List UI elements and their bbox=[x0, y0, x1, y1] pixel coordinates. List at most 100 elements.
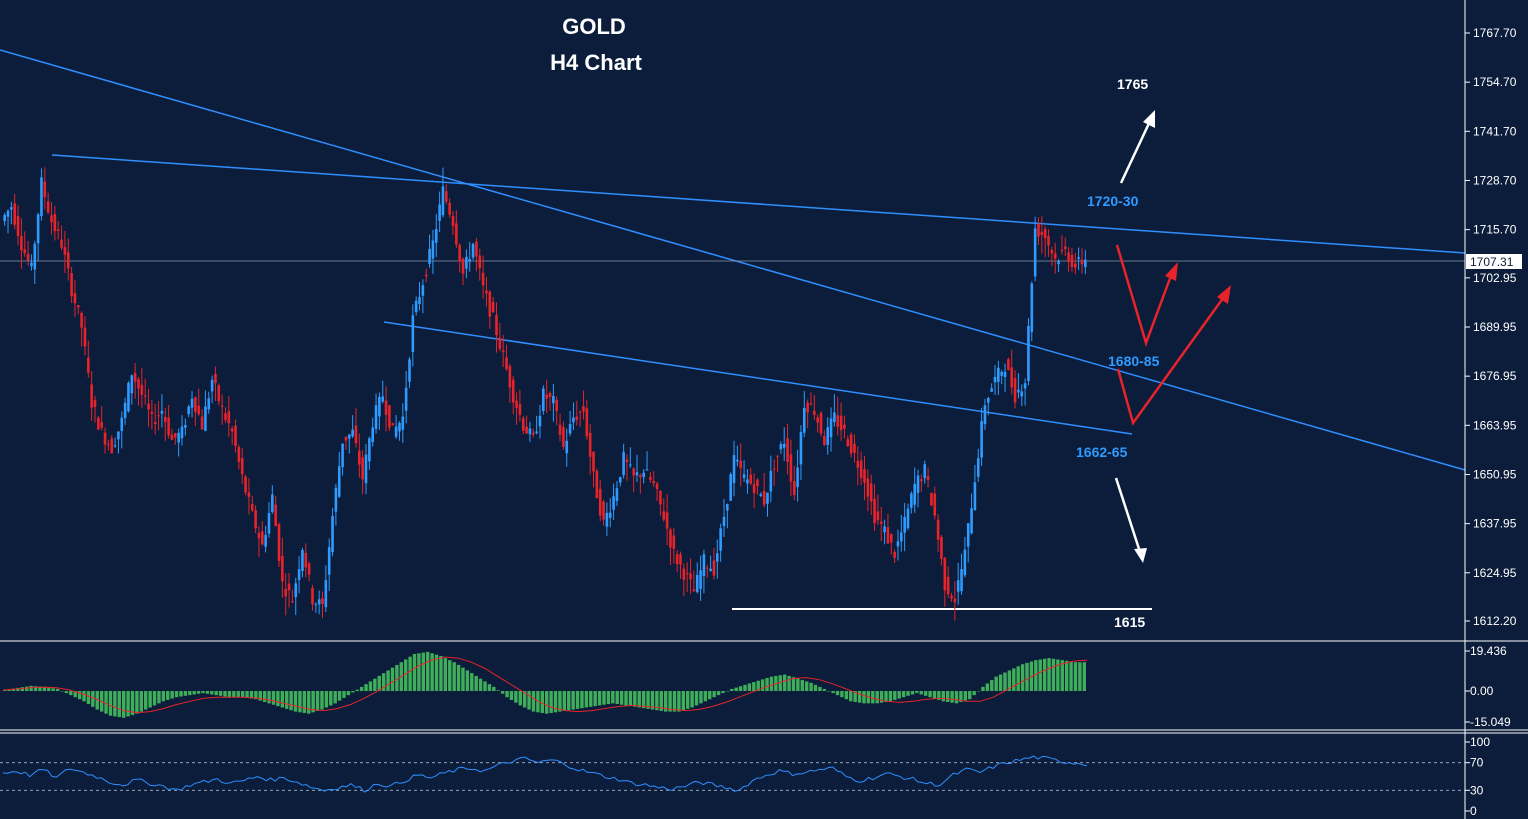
candle-bear bbox=[602, 501, 605, 520]
candle-bear bbox=[13, 203, 17, 225]
candle-bear bbox=[1013, 378, 1017, 403]
macd-bar bbox=[20, 687, 25, 692]
candle-bull bbox=[742, 474, 746, 478]
candle-bull bbox=[6, 210, 10, 217]
macd-bar bbox=[210, 691, 214, 695]
candle-bull bbox=[635, 472, 639, 476]
candle-bear bbox=[632, 468, 635, 476]
candle-bull bbox=[729, 474, 732, 501]
candle-bull bbox=[956, 580, 960, 592]
candle-bear bbox=[93, 400, 97, 407]
candle-bull bbox=[10, 207, 13, 210]
arrow-down-white bbox=[1114, 477, 1147, 563]
macd-bar bbox=[1012, 668, 1016, 692]
candle-bull bbox=[565, 440, 569, 454]
macd-bar bbox=[641, 691, 646, 709]
candle-bear bbox=[491, 301, 495, 312]
candle-bear bbox=[240, 458, 244, 475]
macd-bar bbox=[289, 691, 293, 711]
macd-bar bbox=[60, 691, 64, 692]
macd-bar bbox=[196, 691, 201, 694]
candle-bull bbox=[719, 528, 722, 551]
candle-bear bbox=[940, 536, 943, 559]
macd-bar bbox=[562, 691, 567, 711]
macd-bar bbox=[254, 691, 258, 700]
macd-bar bbox=[945, 691, 950, 702]
macd-bar bbox=[315, 691, 320, 711]
macd-pane bbox=[2, 651, 1088, 718]
candle-bear bbox=[143, 395, 147, 397]
candle-bull bbox=[36, 214, 40, 244]
macd-bar bbox=[73, 691, 77, 698]
candle-bull bbox=[722, 516, 726, 527]
candle-bear bbox=[344, 436, 348, 441]
candle-bull bbox=[645, 469, 649, 471]
macd-tick-label: 0.00 bbox=[1470, 684, 1494, 698]
macd-bar bbox=[686, 691, 690, 709]
macd-bar bbox=[884, 691, 888, 702]
candle-bear bbox=[578, 411, 582, 413]
candle-bull bbox=[973, 482, 977, 511]
candle-bull bbox=[434, 229, 438, 243]
macd-bar bbox=[346, 691, 351, 696]
candle-bull bbox=[759, 494, 763, 496]
macd-bar bbox=[1051, 658, 1056, 692]
candle-bear bbox=[110, 438, 114, 454]
candle-bear bbox=[354, 425, 358, 444]
rsi-tick-label: 100 bbox=[1470, 735, 1490, 749]
candle-bear bbox=[287, 583, 291, 591]
macd-bar bbox=[928, 691, 932, 698]
macd-bar bbox=[910, 691, 915, 695]
price-tick-label: 1741.70 bbox=[1473, 124, 1517, 138]
macd-bar bbox=[981, 686, 985, 692]
candle-bear bbox=[893, 551, 896, 558]
macd-bar bbox=[1042, 658, 1047, 692]
candle-bull bbox=[802, 407, 806, 433]
macd-bar bbox=[201, 691, 205, 694]
macd-bar bbox=[500, 691, 505, 694]
candle-bear bbox=[1080, 259, 1084, 265]
arrow-red-right-scenario bbox=[1115, 244, 1178, 347]
candle-bull bbox=[267, 513, 271, 534]
label-resistance: 1720-30 bbox=[1087, 193, 1139, 209]
candle-bull bbox=[331, 515, 334, 553]
macd-bar bbox=[932, 691, 937, 699]
macd-bar bbox=[69, 691, 73, 696]
macd-bar bbox=[267, 691, 271, 704]
candle-bear bbox=[836, 415, 840, 427]
macd-bar bbox=[716, 691, 721, 696]
candle-bear bbox=[100, 422, 103, 428]
macd-bar bbox=[897, 691, 901, 699]
candle-bull bbox=[465, 256, 468, 269]
macd-bar bbox=[403, 659, 408, 692]
candle-bear bbox=[889, 534, 893, 543]
macd-bar bbox=[232, 691, 236, 698]
candle-bear bbox=[194, 397, 197, 413]
candle-bull bbox=[180, 426, 184, 439]
candles-group bbox=[3, 167, 1087, 621]
candle-bear bbox=[508, 366, 512, 388]
macd-bar bbox=[844, 691, 849, 700]
macd-bar bbox=[29, 685, 33, 692]
macd-bar bbox=[276, 691, 280, 707]
candle-bear bbox=[150, 411, 154, 414]
macd-bar bbox=[373, 678, 377, 692]
candle-bear bbox=[943, 557, 947, 591]
candle-bear bbox=[60, 239, 63, 248]
candle-bear bbox=[1067, 252, 1070, 262]
candle-bear bbox=[682, 568, 686, 580]
macd-bar bbox=[333, 691, 337, 704]
candle-bear bbox=[679, 554, 682, 565]
candle-bull bbox=[736, 459, 739, 462]
macd-bar bbox=[223, 691, 227, 697]
candle-bull bbox=[605, 512, 609, 527]
macd-bar bbox=[329, 691, 333, 706]
macd-bar bbox=[655, 691, 659, 711]
candle-bear bbox=[809, 403, 813, 405]
macd-bar bbox=[646, 691, 650, 709]
candle-bear bbox=[1037, 223, 1040, 237]
price-tick-label: 1702.95 bbox=[1473, 271, 1517, 285]
macd-bar bbox=[161, 691, 166, 702]
candle-bear bbox=[655, 483, 659, 490]
macd-bar bbox=[549, 691, 553, 713]
